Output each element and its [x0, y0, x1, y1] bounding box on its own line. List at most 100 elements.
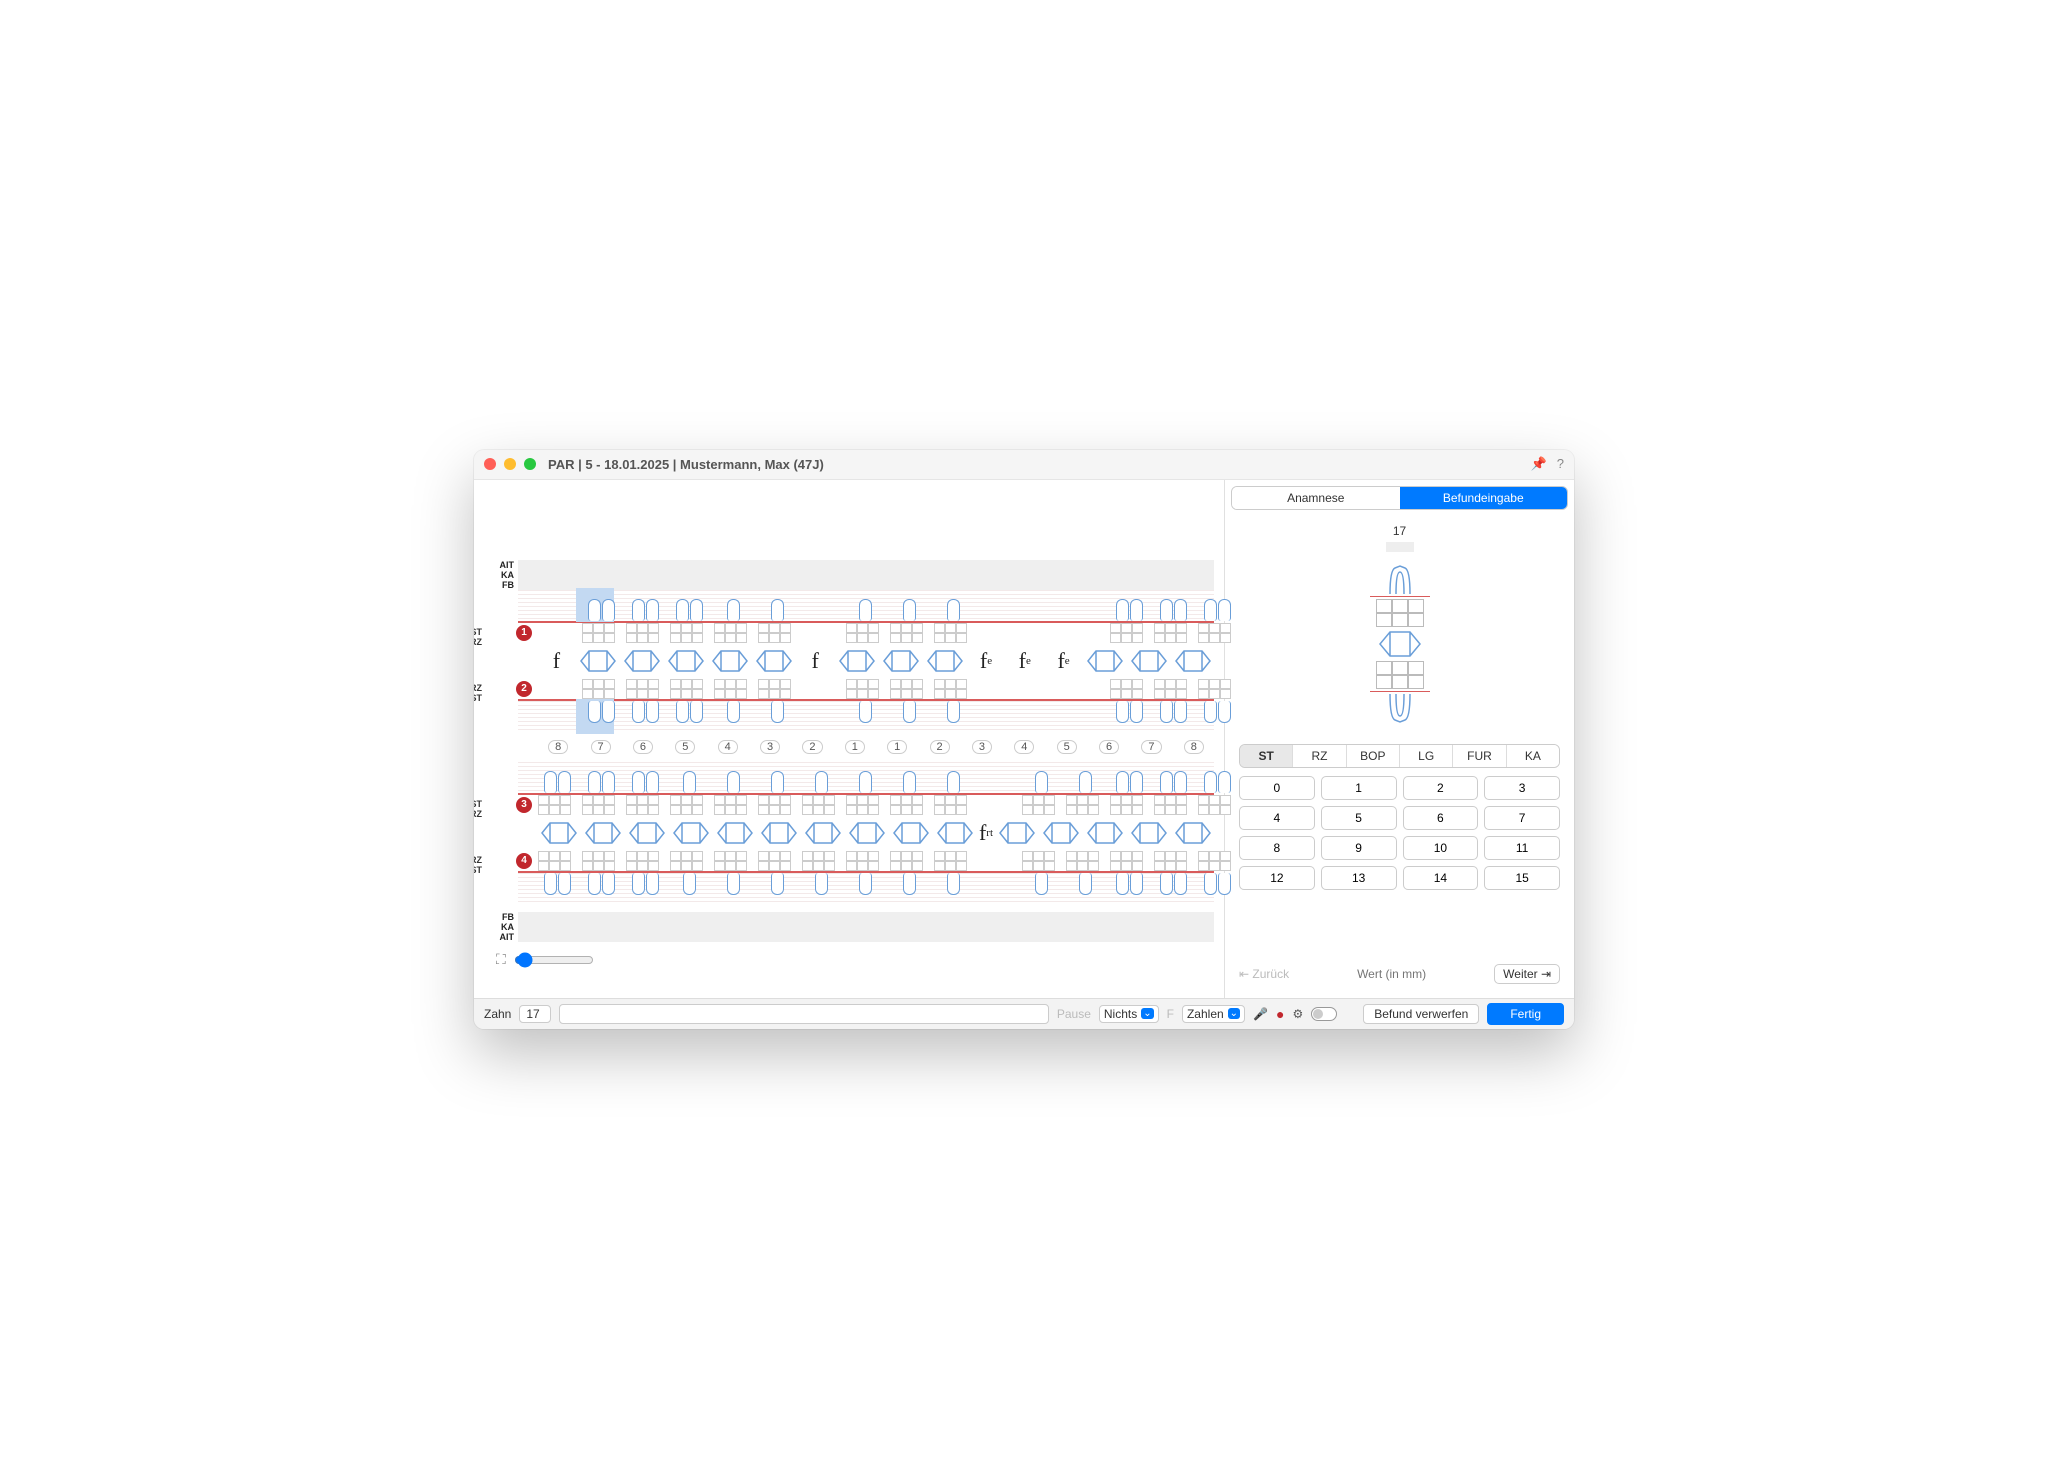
tooth-slot[interactable] — [665, 648, 707, 674]
measurement-cells[interactable] — [758, 623, 791, 643]
measurement-cells[interactable] — [1110, 679, 1143, 699]
record-icon[interactable]: ● — [1276, 1006, 1284, 1022]
measurement-cells[interactable] — [758, 851, 791, 871]
tooth-slot[interactable] — [890, 820, 932, 846]
measurement-cells[interactable] — [582, 795, 615, 815]
measurement-cells[interactable] — [890, 679, 923, 699]
measurement-cells[interactable] — [670, 851, 703, 871]
measurement-cells[interactable] — [1198, 851, 1231, 871]
measurement-cells[interactable] — [934, 851, 967, 871]
mic-icon[interactable]: 🎤 — [1253, 1007, 1268, 1021]
measurement-cells[interactable] — [538, 795, 571, 815]
measurement-cells[interactable] — [802, 795, 835, 815]
keypad-0[interactable]: 0 — [1239, 776, 1315, 800]
tooth-slot[interactable] — [709, 648, 751, 674]
tooth-slot[interactable] — [626, 820, 668, 846]
zahlen-select[interactable]: Zahlen⌄ — [1182, 1005, 1245, 1023]
keypad-2[interactable]: 2 — [1403, 776, 1479, 800]
measurement-cells[interactable] — [626, 851, 659, 871]
tooth-slot[interactable] — [880, 648, 922, 674]
measurement-cells[interactable] — [1154, 623, 1187, 643]
zahn-value[interactable]: 17 — [519, 1005, 551, 1023]
measurement-cells[interactable] — [1022, 795, 1055, 815]
tooth-slot[interactable] — [621, 648, 663, 674]
keypad-1[interactable]: 1 — [1321, 776, 1397, 800]
tooth-slot[interactable]: fe — [1045, 648, 1082, 674]
help-icon[interactable]: ? — [1557, 456, 1564, 472]
measurement-cells[interactable] — [1154, 795, 1187, 815]
tooth-slot[interactable] — [846, 820, 888, 846]
tooth-slot[interactable] — [836, 648, 878, 674]
param-tab-st[interactable]: ST — [1240, 745, 1292, 767]
keypad-3[interactable]: 3 — [1484, 776, 1560, 800]
param-tab-ka[interactable]: KA — [1506, 745, 1559, 767]
close-icon[interactable] — [484, 458, 496, 470]
tooth-slot[interactable] — [1172, 648, 1214, 674]
measurement-cells[interactable] — [626, 679, 659, 699]
keypad-8[interactable]: 8 — [1239, 836, 1315, 860]
measurement-cells[interactable] — [670, 623, 703, 643]
measurement-cells[interactable] — [758, 795, 791, 815]
measurement-cells[interactable] — [890, 851, 923, 871]
back-button[interactable]: ⇤ Zurück — [1239, 967, 1289, 981]
measurement-cells[interactable] — [1154, 851, 1187, 871]
measurement-cells[interactable] — [890, 795, 923, 815]
measurement-cells[interactable] — [1022, 851, 1055, 871]
minimize-icon[interactable] — [504, 458, 516, 470]
measurement-cells[interactable] — [846, 679, 879, 699]
tooth-slot[interactable] — [1128, 820, 1170, 846]
toggle-switch[interactable] — [1311, 1007, 1337, 1021]
keypad-15[interactable]: 15 — [1484, 866, 1560, 890]
keypad-13[interactable]: 13 — [1321, 866, 1397, 890]
measurement-cells[interactable] — [1066, 795, 1099, 815]
measurement-cells[interactable] — [714, 795, 747, 815]
keypad-11[interactable]: 11 — [1484, 836, 1560, 860]
measurement-cells[interactable] — [714, 851, 747, 871]
tab-befundeingabe[interactable]: Befundeingabe — [1400, 487, 1568, 509]
measurement-cells[interactable] — [934, 623, 967, 643]
param-tab-fur[interactable]: FUR — [1452, 745, 1505, 767]
keypad-10[interactable]: 10 — [1403, 836, 1479, 860]
tooth-slot[interactable] — [1084, 820, 1126, 846]
measurement-cells[interactable] — [846, 795, 879, 815]
measurement-cells[interactable] — [1110, 851, 1143, 871]
tooth-slot[interactable]: frt — [978, 820, 994, 846]
zoom-slider[interactable] — [514, 952, 594, 968]
measurement-cells[interactable] — [934, 795, 967, 815]
tooth-slot[interactable] — [934, 820, 976, 846]
measurement-cells[interactable] — [670, 795, 703, 815]
weiter-button[interactable]: Weiter ⇥ — [1494, 964, 1560, 984]
tooth-slot[interactable] — [670, 820, 712, 846]
measurement-cells[interactable] — [846, 851, 879, 871]
tooth-slot[interactable]: f — [797, 648, 834, 674]
keypad-5[interactable]: 5 — [1321, 806, 1397, 830]
param-tab-rz[interactable]: RZ — [1292, 745, 1345, 767]
wert-input[interactable] — [1297, 966, 1486, 982]
measurement-cells[interactable] — [1198, 623, 1231, 643]
text-input[interactable] — [559, 1004, 1049, 1024]
tooth-slot[interactable] — [582, 820, 624, 846]
measurement-cells[interactable] — [934, 679, 967, 699]
gear-icon[interactable]: ⚙ — [1292, 1007, 1303, 1021]
befund-verwerfen-button[interactable]: Befund verwerfen — [1363, 1004, 1479, 1024]
measurement-cells[interactable] — [1066, 851, 1099, 871]
measurement-cells[interactable] — [1198, 679, 1231, 699]
measurement-cells[interactable] — [582, 851, 615, 871]
measurement-cells[interactable] — [802, 851, 835, 871]
tooth-slot[interactable] — [924, 648, 966, 674]
measurement-cells[interactable] — [1198, 795, 1231, 815]
measurement-cells[interactable] — [670, 679, 703, 699]
tooth-slot[interactable] — [538, 820, 580, 846]
measurement-cells[interactable] — [1154, 679, 1187, 699]
fullscreen-icon[interactable]: ⛶ — [496, 951, 506, 968]
measurement-cells[interactable] — [626, 623, 659, 643]
measurement-cells[interactable] — [538, 851, 571, 871]
tooth-slot[interactable] — [996, 820, 1038, 846]
measurement-cells[interactable] — [846, 623, 879, 643]
pin-icon[interactable]: 📌 — [1531, 456, 1547, 472]
measurement-cells[interactable] — [1110, 623, 1143, 643]
keypad-4[interactable]: 4 — [1239, 806, 1315, 830]
param-tab-bop[interactable]: BOP — [1346, 745, 1399, 767]
tooth-slot[interactable] — [577, 648, 619, 674]
tooth-slot[interactable] — [758, 820, 800, 846]
